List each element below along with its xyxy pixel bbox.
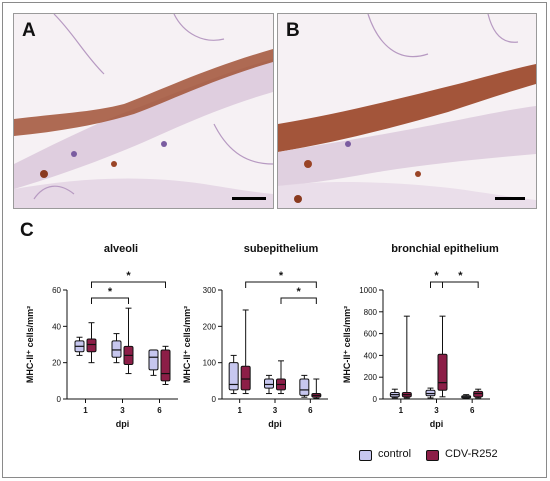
chart2-significance-star: * xyxy=(279,270,284,282)
chart2-y-axis-label: MHC-II⁺ cells/mm² xyxy=(182,306,192,383)
chart3-y-tick-label: 600 xyxy=(364,330,378,339)
chart2-significance-star: * xyxy=(297,286,302,298)
chart3-significance-bracket xyxy=(430,281,443,288)
chart3-y-tick-label: 400 xyxy=(364,351,378,360)
chart3-significance-star: * xyxy=(458,270,463,282)
chart3-x-tick-label: 1 xyxy=(399,406,404,415)
chart2-y-tick-label: 300 xyxy=(203,286,217,295)
micrograph-a xyxy=(13,13,274,209)
chart1-title: alveoli xyxy=(104,243,138,255)
legend-swatch-control xyxy=(359,450,372,461)
legend-swatch-cdv xyxy=(426,450,439,461)
chart2-box xyxy=(299,378,310,396)
chart1-box xyxy=(148,349,159,371)
chart3-significance-bracket xyxy=(442,281,479,288)
chart3-x-tick-label: 3 xyxy=(434,406,439,415)
chart1-box xyxy=(111,340,122,358)
chart3-title: bronchial epithelium xyxy=(391,243,499,255)
chart1-significance-bracket xyxy=(91,297,129,304)
chart1-y-tick-label: 60 xyxy=(52,286,61,295)
chart2-y-tick-label: 200 xyxy=(203,322,217,331)
chart3-y-tick-label: 0 xyxy=(373,395,378,404)
chart2-x-tick-label: 6 xyxy=(308,406,313,415)
legend-label-cdv: CDV-R252 xyxy=(445,448,498,460)
chart1-y-tick-label: 0 xyxy=(57,395,62,404)
legend-label-control: control xyxy=(378,448,412,460)
chart2-x-axis-label: dpi xyxy=(268,419,282,429)
chart2-significance-bracket xyxy=(280,297,317,304)
chart3-y-tick-label: 800 xyxy=(364,308,378,317)
chart1-box xyxy=(86,338,97,353)
scale-bar-b xyxy=(495,197,525,200)
chart1-significance-star: * xyxy=(108,286,113,298)
chart1-x-tick-label: 3 xyxy=(120,406,125,415)
panel-label-a: A xyxy=(22,20,36,41)
micrograph-b-tissue xyxy=(278,14,536,208)
chart2-x-tick-label: 1 xyxy=(237,406,242,415)
micrograph-a-tissue xyxy=(14,14,273,208)
chart1-x-axis-label: dpi xyxy=(116,419,130,429)
chart1-box xyxy=(160,349,171,382)
chart1-significance-bracket xyxy=(91,281,166,288)
panel-label-b: B xyxy=(286,20,300,41)
chart3-box xyxy=(437,353,448,391)
chart1-x-tick-label: 6 xyxy=(157,406,162,415)
chart3-significance-star: * xyxy=(434,270,439,282)
chart3-y-tick-label: 200 xyxy=(364,373,378,382)
chart3-y-tick-label: 1000 xyxy=(359,286,377,295)
chart2-x-tick-label: 3 xyxy=(273,406,278,415)
chart3-x-axis-label: dpi xyxy=(430,419,444,429)
chart1-x-tick-label: 1 xyxy=(83,406,88,415)
chart2-box xyxy=(240,365,251,391)
chart1-y-tick-label: 20 xyxy=(52,359,61,368)
chart3-x-tick-label: 6 xyxy=(470,406,475,415)
chart2-y-tick-label: 100 xyxy=(203,359,217,368)
chart2-y-tick-label: 0 xyxy=(212,395,217,404)
chart2-box xyxy=(264,378,274,389)
panel-label-c: C xyxy=(20,220,34,241)
chart1-y-tick-label: 40 xyxy=(52,322,61,331)
chart3-y-axis-label: MHC-II⁺ cells/mm² xyxy=(342,306,352,383)
chart2-significance-bracket xyxy=(245,281,317,288)
chart1-significance-star: * xyxy=(126,270,131,282)
chart1-y-axis-label: MHC-II⁺ cells/mm² xyxy=(25,306,35,383)
scale-bar-a xyxy=(232,197,266,200)
chart2-box xyxy=(228,362,239,391)
chart2-title: subepithelium xyxy=(244,243,319,255)
micrograph-b xyxy=(277,13,537,209)
